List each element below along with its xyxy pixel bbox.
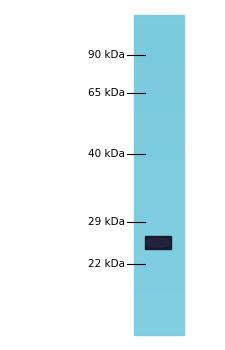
Text: 40 kDa: 40 kDa xyxy=(88,149,125,159)
Text: 22 kDa: 22 kDa xyxy=(88,259,125,268)
Text: 65 kDa: 65 kDa xyxy=(88,89,125,98)
Bar xyxy=(145,236,171,249)
Ellipse shape xyxy=(146,238,170,247)
Bar xyxy=(134,15,184,335)
Text: 29 kDa: 29 kDa xyxy=(88,217,125,227)
Text: 90 kDa: 90 kDa xyxy=(88,50,125,60)
